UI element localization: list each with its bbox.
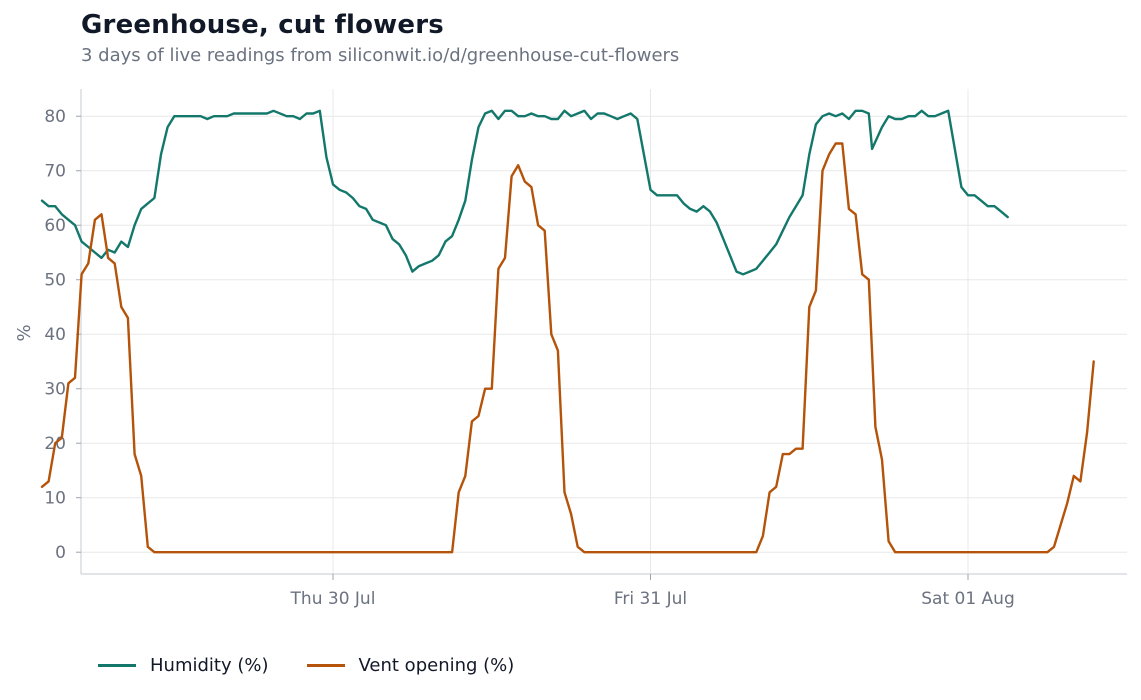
legend-label: Humidity (%) bbox=[150, 655, 269, 676]
legend-swatch bbox=[306, 664, 345, 667]
legend-swatch bbox=[98, 664, 136, 667]
legend-item: Humidity (%) bbox=[98, 655, 269, 676]
series-line-humidity bbox=[40, 109, 1009, 276]
x-tick-label: Sat 01 Aug bbox=[921, 589, 1015, 609]
axes bbox=[80, 89, 1127, 575]
chart-title: Greenhouse, cut flowers bbox=[81, 10, 444, 40]
legend-label: Vent opening (%) bbox=[358, 655, 515, 676]
y-tick-label: 40 bbox=[44, 325, 66, 345]
y-tick-label: 50 bbox=[44, 271, 66, 291]
y-tick-label: 60 bbox=[44, 216, 66, 236]
x-tick-label: Thu 30 Jul bbox=[290, 589, 376, 609]
chart-subtitle: 3 days of live readings from siliconwit.… bbox=[81, 45, 680, 66]
series-line-vent-opening bbox=[40, 142, 1095, 554]
y-tick-label: 70 bbox=[44, 162, 66, 182]
y-axis-label: % bbox=[14, 324, 35, 341]
series-lines bbox=[40, 109, 1095, 554]
y-tick-label: 80 bbox=[44, 107, 66, 127]
legend-item: Vent opening (%) bbox=[306, 655, 515, 676]
y-tick-label: 10 bbox=[44, 489, 66, 509]
y-tick-label: 30 bbox=[44, 380, 66, 400]
x-tick-label: Fri 31 Jul bbox=[614, 589, 687, 609]
grid-lines bbox=[81, 89, 1127, 574]
legend: Humidity (%) Vent opening (%) bbox=[98, 655, 552, 676]
y-tick-label: 0 bbox=[55, 543, 66, 563]
x-axis-ticks: Thu 30 Jul Fri 31 Jul Sat 01 Aug bbox=[290, 574, 1015, 609]
